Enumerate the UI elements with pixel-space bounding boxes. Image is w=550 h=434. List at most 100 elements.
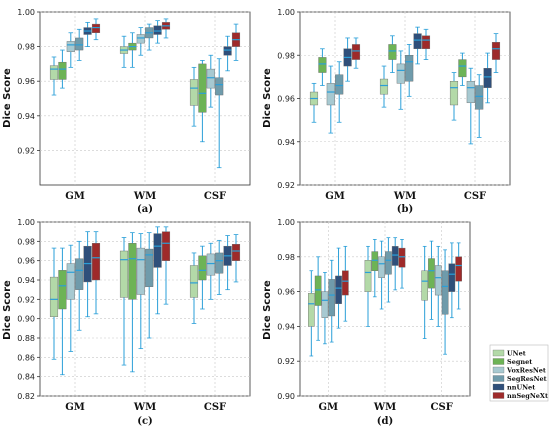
- category-label: GM: [325, 191, 345, 202]
- category-label: CSF: [431, 402, 453, 413]
- box-segresnet: [385, 237, 392, 303]
- category-label: WM: [133, 191, 156, 202]
- box-body: [371, 251, 379, 271]
- legend-label: SegResNet: [507, 375, 547, 383]
- y-tick-label: 0.96: [17, 257, 35, 266]
- box-unet: [364, 245, 372, 327]
- legend-swatch: [492, 349, 505, 357]
- box-nnunet: [335, 247, 342, 329]
- y-tick-label: 0.82: [17, 392, 35, 401]
- legend-swatch: [492, 383, 505, 391]
- box-body: [455, 256, 462, 282]
- box-nnsegnext: [91, 18, 101, 41]
- y-tick-label: 0.96: [277, 95, 295, 104]
- box-body: [342, 270, 349, 296]
- box-segresnet: [441, 249, 449, 355]
- legend-swatch: [492, 358, 505, 365]
- y-tick-label: 1.00: [17, 218, 35, 227]
- category-label: CSF: [464, 191, 486, 202]
- box-body: [475, 85, 484, 110]
- box-segnet: [58, 49, 67, 89]
- box-unet: [421, 245, 428, 339]
- legend-label: nnSegNeXt: [507, 392, 548, 400]
- box-segnet: [371, 238, 379, 298]
- panel-label: (b): [397, 204, 413, 215]
- plot-area: [39, 221, 251, 397]
- y-tick-label: 0.84: [17, 373, 35, 382]
- box-body: [145, 248, 154, 287]
- box-nnunet: [223, 235, 232, 291]
- box-body: [128, 243, 137, 300]
- category-label: GM: [319, 402, 339, 413]
- box-segresnet: [405, 44, 414, 97]
- box-body: [483, 68, 492, 88]
- y-tick-label: 1.00: [277, 8, 295, 17]
- y-tick-label: 0.98: [277, 253, 295, 262]
- y-tick-label: 0.92: [17, 295, 35, 304]
- box-nnsegnext: [342, 245, 349, 322]
- category-label: GM: [65, 191, 85, 202]
- box-body: [434, 265, 442, 296]
- category-label: CSF: [204, 402, 226, 413]
- box-body: [398, 247, 406, 268]
- category-label: GM: [65, 402, 85, 413]
- box-body: [413, 33, 422, 49]
- box-unet: [49, 56, 59, 96]
- box-segnet: [314, 256, 322, 341]
- box-voxresnet: [466, 67, 475, 145]
- box-body: [385, 251, 392, 275]
- box-body: [326, 83, 335, 106]
- box-nnunet: [153, 226, 162, 315]
- box-body: [441, 270, 449, 315]
- box-voxresnet: [396, 50, 405, 110]
- box-unet: [119, 237, 129, 366]
- box-segresnet: [75, 28, 84, 61]
- box-body: [421, 35, 431, 49]
- box-body: [75, 258, 84, 290]
- box-body: [136, 247, 145, 295]
- y-tick-label: 0.94: [277, 138, 295, 147]
- box-body: [328, 279, 336, 317]
- box-segresnet: [215, 239, 224, 295]
- box-body: [388, 44, 397, 60]
- box-voxresnet: [206, 242, 215, 300]
- box-body: [91, 23, 101, 33]
- box-segnet: [198, 60, 207, 143]
- box-body: [136, 34, 145, 44]
- box-body: [189, 265, 199, 298]
- panel-b: 0.92 0.94 0.96 0.98 1.00 GM WM CSF Dice Score (b): [262, 8, 511, 215]
- box-unet: [189, 252, 199, 324]
- box-voxresnet: [206, 54, 215, 108]
- box-body: [321, 291, 329, 318]
- box-segresnet: [328, 259, 336, 343]
- box-nnunet: [391, 237, 399, 291]
- y-tick-label: 0.98: [277, 51, 295, 60]
- category-label: WM: [133, 402, 156, 413]
- box-body: [58, 270, 67, 310]
- box-segnet: [128, 32, 137, 68]
- category-label: WM: [393, 191, 416, 202]
- box-voxresnet: [66, 32, 75, 68]
- box-nnunet: [483, 52, 492, 104]
- box-body: [206, 253, 215, 276]
- box-body: [119, 250, 129, 298]
- y-tick-label: 0.92: [17, 146, 35, 155]
- box-unet: [309, 82, 319, 123]
- box-segnet: [128, 232, 137, 373]
- box-body: [231, 244, 241, 261]
- box-body: [491, 42, 501, 60]
- box-voxresnet: [326, 65, 335, 134]
- legend-swatch: [492, 366, 505, 374]
- y-tick-label: 0.86: [17, 353, 35, 362]
- box-voxresnet: [434, 245, 442, 327]
- y-axis-label: Dice Score: [2, 280, 13, 340]
- box-body: [379, 78, 389, 95]
- box-segnet: [58, 247, 67, 376]
- box-nnunet: [343, 37, 352, 82]
- box-body: [206, 68, 215, 89]
- legend-label: Segnet: [507, 358, 532, 366]
- legend-swatch: [492, 392, 505, 399]
- box-body: [198, 63, 207, 113]
- panel-label: (d): [377, 416, 393, 427]
